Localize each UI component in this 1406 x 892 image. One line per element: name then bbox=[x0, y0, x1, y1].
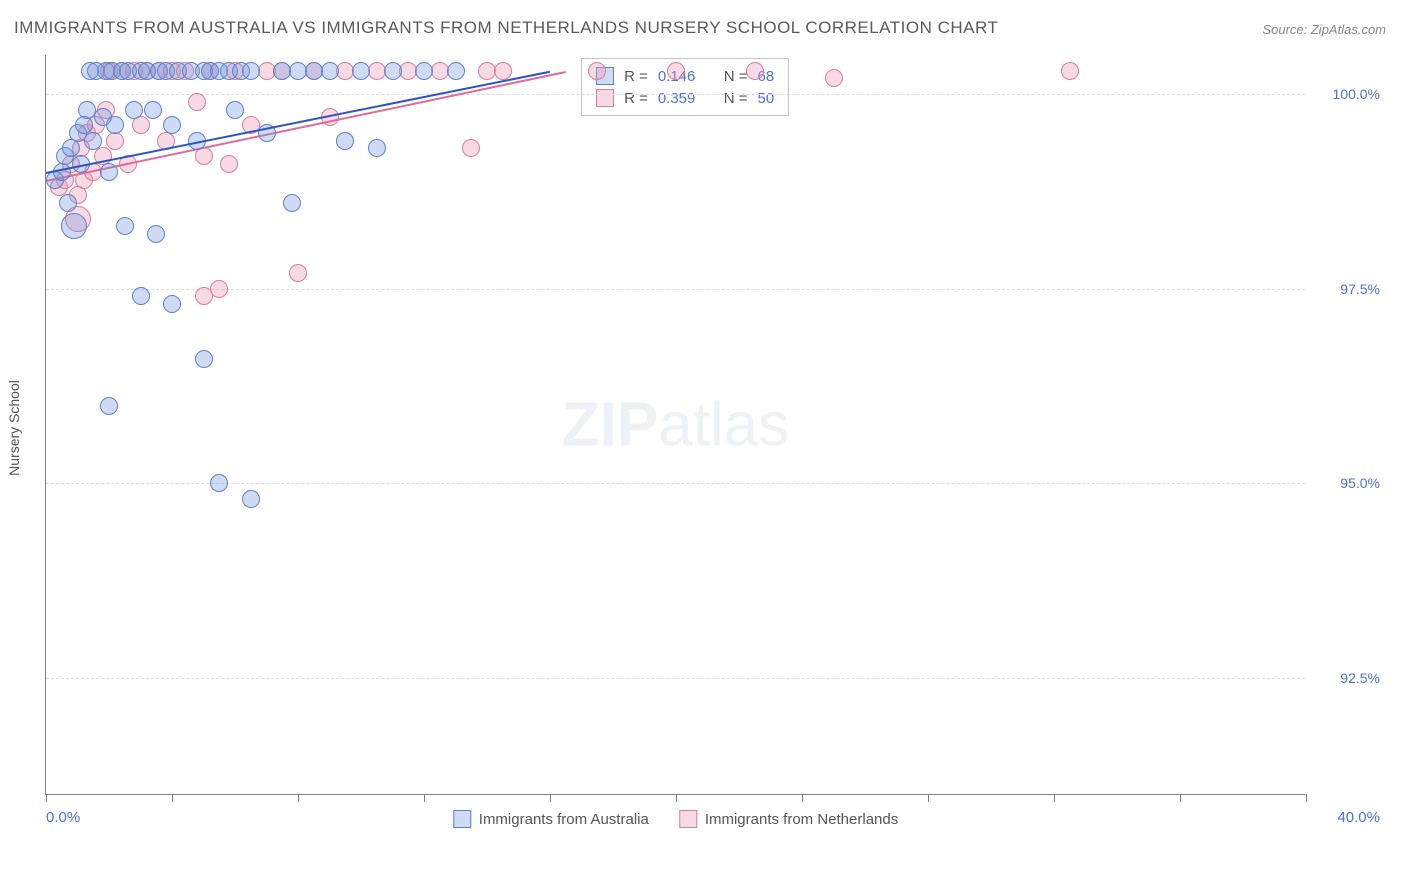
data-point bbox=[210, 474, 228, 492]
gridline bbox=[46, 289, 1305, 290]
data-point bbox=[125, 101, 143, 119]
data-point bbox=[289, 264, 307, 282]
data-point bbox=[242, 62, 260, 80]
data-point bbox=[220, 155, 238, 173]
gridline bbox=[46, 94, 1305, 95]
data-point bbox=[188, 93, 206, 111]
y-tick-label: 97.5% bbox=[1340, 281, 1380, 297]
x-tick bbox=[802, 794, 803, 802]
x-tick bbox=[550, 794, 551, 802]
data-point bbox=[415, 62, 433, 80]
watermark-light: atlas bbox=[658, 390, 789, 459]
y-axis-title: Nursery School bbox=[6, 380, 22, 476]
swatch-australia-bottom bbox=[453, 810, 471, 828]
swatch-netherlands-bottom bbox=[679, 810, 697, 828]
data-point bbox=[210, 280, 228, 298]
stats-legend-row-netherlands: R = 0.359 N = 50 bbox=[596, 87, 774, 109]
gridline bbox=[46, 678, 1305, 679]
data-point bbox=[447, 62, 465, 80]
watermark: ZIPatlas bbox=[562, 389, 789, 460]
data-point bbox=[144, 101, 162, 119]
r-label-australia: R = bbox=[624, 68, 648, 85]
data-point bbox=[106, 116, 124, 134]
data-point bbox=[132, 116, 150, 134]
data-point bbox=[746, 62, 764, 80]
data-point bbox=[321, 62, 339, 80]
data-point bbox=[368, 139, 386, 157]
x-tick bbox=[1054, 794, 1055, 802]
x-axis-label-right: 40.0% bbox=[1337, 809, 1380, 826]
gridline bbox=[46, 483, 1305, 484]
data-point bbox=[384, 62, 402, 80]
x-tick bbox=[1306, 794, 1307, 802]
data-point bbox=[132, 287, 150, 305]
data-point bbox=[163, 295, 181, 313]
data-point bbox=[147, 225, 165, 243]
x-axis-label-left: 0.0% bbox=[46, 809, 80, 826]
x-tick bbox=[172, 794, 173, 802]
data-point bbox=[462, 139, 480, 157]
data-point bbox=[283, 194, 301, 212]
r-value-netherlands: 0.359 bbox=[658, 90, 696, 107]
data-point bbox=[100, 397, 118, 415]
y-tick-label: 95.0% bbox=[1340, 475, 1380, 491]
data-point bbox=[352, 62, 370, 80]
n-label-netherlands: N = bbox=[724, 90, 748, 107]
label-netherlands: Immigrants from Netherlands bbox=[705, 811, 898, 828]
x-tick bbox=[1180, 794, 1181, 802]
x-tick bbox=[298, 794, 299, 802]
swatch-netherlands bbox=[596, 89, 614, 107]
n-value-netherlands: 50 bbox=[757, 90, 774, 107]
bottom-legend: Immigrants from Australia Immigrants fro… bbox=[453, 810, 898, 828]
data-point bbox=[163, 116, 181, 134]
y-tick-label: 100.0% bbox=[1333, 86, 1380, 102]
source-label: Source: ZipAtlas.com bbox=[1262, 22, 1386, 37]
plot-area: ZIPatlas R = 0.146 N = 68 R = 0.359 N = … bbox=[45, 55, 1305, 795]
data-point bbox=[226, 101, 244, 119]
data-point bbox=[195, 350, 213, 368]
data-point bbox=[59, 194, 77, 212]
data-point bbox=[825, 69, 843, 87]
data-point bbox=[336, 132, 354, 150]
data-point bbox=[242, 490, 260, 508]
n-label-australia: N = bbox=[724, 68, 748, 85]
data-point bbox=[61, 213, 87, 239]
x-tick bbox=[424, 794, 425, 802]
x-tick bbox=[676, 794, 677, 802]
r-label-netherlands: R = bbox=[624, 90, 648, 107]
x-tick bbox=[928, 794, 929, 802]
data-point bbox=[588, 62, 606, 80]
bottom-legend-item-netherlands: Immigrants from Netherlands bbox=[679, 810, 898, 828]
data-point bbox=[84, 132, 102, 150]
chart-title: IMMIGRANTS FROM AUSTRALIA VS IMMIGRANTS … bbox=[14, 18, 998, 38]
data-point bbox=[106, 132, 124, 150]
data-point bbox=[494, 62, 512, 80]
bottom-legend-item-australia: Immigrants from Australia bbox=[453, 810, 649, 828]
data-point bbox=[667, 62, 685, 80]
x-tick bbox=[46, 794, 47, 802]
y-tick-label: 92.5% bbox=[1340, 670, 1380, 686]
data-point bbox=[1061, 62, 1079, 80]
data-point bbox=[100, 163, 118, 181]
data-point bbox=[116, 217, 134, 235]
watermark-bold: ZIP bbox=[562, 390, 658, 459]
label-australia: Immigrants from Australia bbox=[479, 811, 649, 828]
